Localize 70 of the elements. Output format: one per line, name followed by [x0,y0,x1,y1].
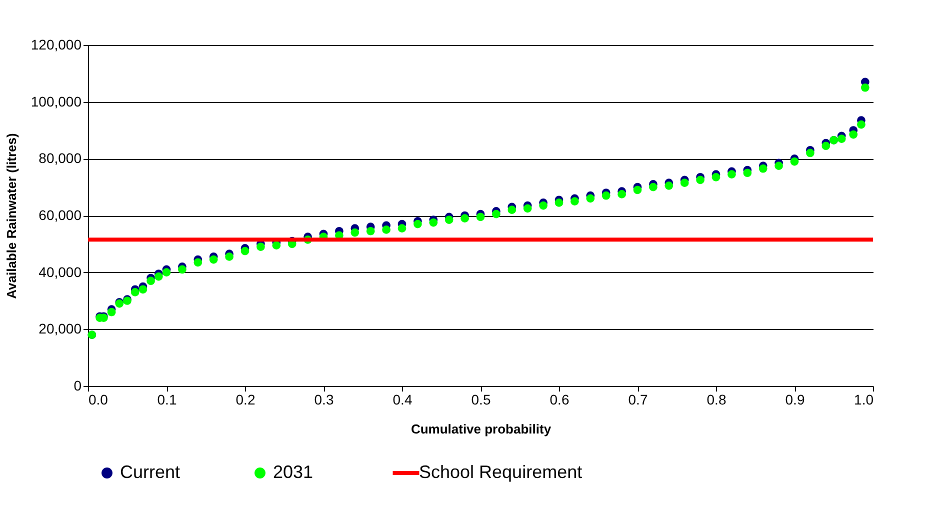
point [107,308,116,316]
x-tick-label: 0.1 [157,392,177,408]
point [523,204,532,213]
point [240,246,250,256]
x-axis-title: Cumulative probability [410,422,552,436]
point [225,252,234,261]
point [130,288,140,296]
x-tick-label: 0.8 [706,392,726,408]
x-tick-label: 0.2 [236,392,256,408]
point [539,201,548,210]
y-tick-label: 0 [74,378,82,394]
y-tick-label: 60,000 [38,207,82,223]
point [602,191,610,200]
y-tick-label: 100,000 [30,93,82,110]
point [649,182,658,192]
point [743,168,752,178]
point [256,242,265,251]
point [849,130,858,139]
x-tick-label: 0.3 [314,392,334,408]
point [398,224,406,232]
point [728,170,736,178]
point [570,197,579,206]
point [460,214,469,223]
point [209,255,218,264]
legend-label: 2031 [273,462,314,482]
point [508,206,516,214]
point [138,285,148,294]
point [680,178,689,187]
legend-label: Current [120,462,180,482]
point [350,228,360,237]
y-tick-label: 80,000 [38,150,82,166]
point [774,162,783,170]
point [822,142,830,150]
point [444,216,454,224]
point [806,148,814,158]
x-tick-label: 0.7 [628,392,648,408]
point [857,120,866,129]
point [618,190,626,198]
point [178,265,186,274]
legend-label: School Requirement [419,462,582,482]
point [633,186,642,194]
point [758,164,768,173]
point [664,181,674,190]
point [696,176,704,184]
x-tick-label: 0.4 [392,392,412,408]
point [476,212,485,222]
y-axis-title: Available Rainwater (litres) [4,133,19,299]
point [790,157,799,166]
x-tick-label: 0.9 [785,392,805,408]
y-tick-label: 20,000 [38,320,82,337]
point [860,83,870,92]
point [366,226,375,236]
point [429,218,438,227]
y-tick-label: 40,000 [38,264,82,280]
point [154,272,163,281]
point [162,268,171,277]
point [712,172,720,182]
point [554,198,564,207]
point [194,258,202,267]
point [382,226,390,234]
point [146,276,155,286]
point [492,210,500,218]
point [586,194,595,203]
x-tick-label: 1.0 [854,392,874,408]
point [414,220,422,228]
y-tick-label: 120,000 [30,36,82,52]
x-tick-label: 0.5 [471,392,491,408]
x-tick-label: 0.6 [550,392,570,408]
x-tick-label: 0.0 [88,392,108,408]
point [837,134,846,143]
